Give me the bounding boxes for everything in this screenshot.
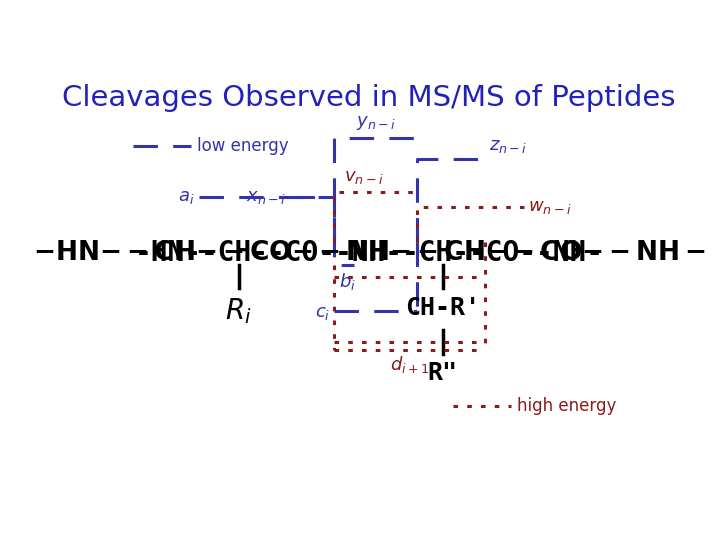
Text: $\mathbf{-HN}$$\mathbf{--CH}$$\mathbf{--CO}$$\mathbf{--NH}$$\mathbf{--CH}$$\math: $\mathbf{-HN}$$\mathbf{--CH}$$\mathbf{--… bbox=[32, 240, 706, 266]
Text: $y_{n-i}$: $y_{n-i}$ bbox=[356, 114, 395, 132]
Text: high energy: high energy bbox=[517, 397, 616, 415]
Text: -HN--CH--CO--NH--CH--CO--NH-: -HN--CH--CO--NH--CH--CO--NH- bbox=[135, 239, 603, 267]
Text: low energy: low energy bbox=[197, 137, 289, 154]
Text: CH-R': CH-R' bbox=[405, 296, 480, 320]
Text: $z_{n-i}$: $z_{n-i}$ bbox=[489, 137, 528, 155]
Text: $c_i$: $c_i$ bbox=[315, 303, 330, 322]
Text: Cleavages Observed in MS/MS of Peptides: Cleavages Observed in MS/MS of Peptides bbox=[62, 84, 676, 112]
Text: R": R" bbox=[428, 361, 458, 385]
Text: $x_{n-i}$: $x_{n-i}$ bbox=[246, 188, 286, 206]
Text: $b_i$: $b_i$ bbox=[339, 271, 356, 292]
Text: $w_{n-i}$: $w_{n-i}$ bbox=[528, 198, 572, 216]
Text: $a_i$: $a_i$ bbox=[178, 188, 194, 206]
Text: $d_{i+1}$: $d_{i+1}$ bbox=[390, 354, 429, 375]
Text: $R_i$: $R_i$ bbox=[225, 296, 252, 326]
Text: $v_{n-i}$: $v_{n-i}$ bbox=[343, 168, 383, 186]
